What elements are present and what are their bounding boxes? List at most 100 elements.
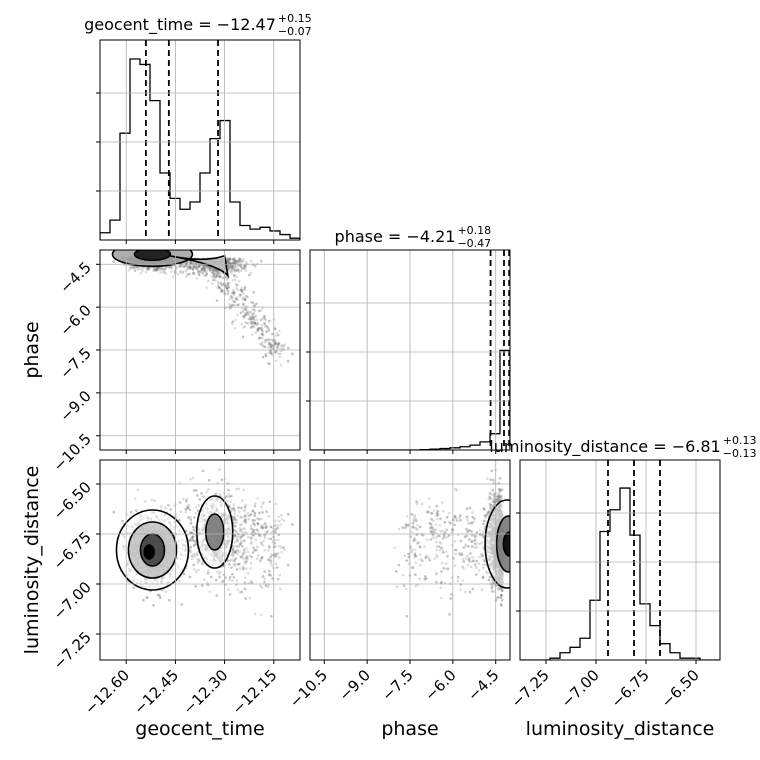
sample-point — [265, 530, 269, 534]
sample-point — [193, 261, 196, 265]
sample-point — [168, 599, 171, 602]
sample-point — [253, 322, 256, 325]
sample-point — [200, 562, 204, 566]
sample-point — [266, 529, 270, 533]
sample-point — [249, 524, 253, 527]
sample-point — [231, 266, 234, 270]
sample-point — [269, 342, 273, 346]
sample-point — [256, 522, 260, 526]
sample-point — [189, 477, 192, 481]
sample-point — [242, 557, 245, 561]
sample-point — [234, 550, 237, 553]
sample-point — [220, 283, 224, 287]
sample-point — [261, 343, 264, 347]
sample-point — [121, 519, 125, 523]
sample-point — [263, 324, 267, 328]
sample-point — [265, 330, 268, 334]
sample-point — [212, 275, 216, 279]
sample-point — [244, 515, 248, 518]
sample-point — [155, 267, 158, 271]
sample-point — [129, 510, 133, 514]
sample-point — [274, 350, 278, 353]
sample-point — [264, 584, 268, 587]
sample-point — [209, 266, 213, 270]
sample-point — [239, 264, 242, 268]
sample-point — [189, 265, 193, 269]
sample-point — [228, 258, 232, 261]
sample-point — [257, 309, 261, 313]
sample-point — [194, 265, 198, 269]
sample-point — [191, 538, 195, 542]
sample-point — [233, 273, 236, 277]
sample-point — [234, 551, 237, 555]
sample-point — [192, 544, 196, 547]
sample-point — [181, 497, 185, 501]
sample-point — [243, 325, 247, 328]
sample-point — [236, 552, 240, 556]
sample-point — [201, 266, 205, 270]
sample-point — [250, 326, 253, 329]
sample-point — [138, 267, 142, 271]
sample-point — [269, 344, 273, 347]
sample-point — [229, 265, 232, 268]
sample-point — [205, 265, 208, 269]
sample-point — [264, 354, 268, 358]
sample-point — [262, 501, 265, 504]
sample-point — [178, 264, 182, 267]
sample-point — [239, 535, 242, 539]
sample-point — [252, 528, 255, 532]
sample-point — [233, 534, 237, 538]
sample-point — [206, 571, 210, 575]
sample-point — [255, 548, 258, 552]
sample-point — [219, 281, 223, 285]
sample-point — [220, 283, 224, 287]
sample-point — [220, 478, 224, 481]
sample-point — [231, 299, 235, 302]
sample-point — [197, 504, 201, 507]
sample-point — [258, 511, 261, 515]
sample-point — [256, 329, 260, 332]
sample-point — [189, 261, 192, 264]
sample-point — [208, 267, 211, 271]
sample-point — [239, 535, 242, 539]
sample-point — [232, 257, 236, 261]
sample-point — [235, 568, 239, 571]
sample-point — [267, 351, 271, 354]
sample-point — [276, 352, 280, 356]
sample-point — [264, 353, 268, 356]
sample-point — [270, 614, 273, 618]
sample-point — [234, 259, 238, 263]
sample-point — [261, 526, 265, 529]
sample-point — [187, 503, 190, 507]
sample-point — [205, 286, 209, 289]
sample-point — [280, 344, 283, 347]
sample-point — [198, 498, 202, 501]
sample-point — [216, 570, 219, 574]
sample-point — [230, 272, 234, 275]
sample-point — [230, 572, 234, 576]
sample-point — [253, 321, 257, 325]
sample-point — [253, 612, 257, 616]
sample-point — [243, 518, 247, 522]
sample-point — [237, 506, 240, 509]
sample-point — [253, 548, 256, 552]
sample-point — [237, 260, 240, 264]
sample-point — [228, 505, 232, 509]
sample-point — [243, 576, 247, 579]
sample-point — [178, 501, 182, 504]
sample-point — [243, 287, 246, 291]
sample-point — [210, 275, 214, 279]
sample-point — [231, 550, 234, 553]
sample-point — [263, 314, 266, 318]
sample-point — [197, 559, 201, 563]
sample-point — [193, 543, 196, 547]
sample-point — [200, 492, 203, 495]
sample-point — [235, 296, 239, 299]
sample-point — [240, 322, 243, 326]
sample-point — [233, 261, 236, 264]
sample-point — [206, 569, 210, 572]
sample-point — [235, 579, 239, 582]
sample-point — [193, 567, 196, 571]
sample-point — [190, 530, 194, 534]
sample-point — [226, 559, 230, 562]
